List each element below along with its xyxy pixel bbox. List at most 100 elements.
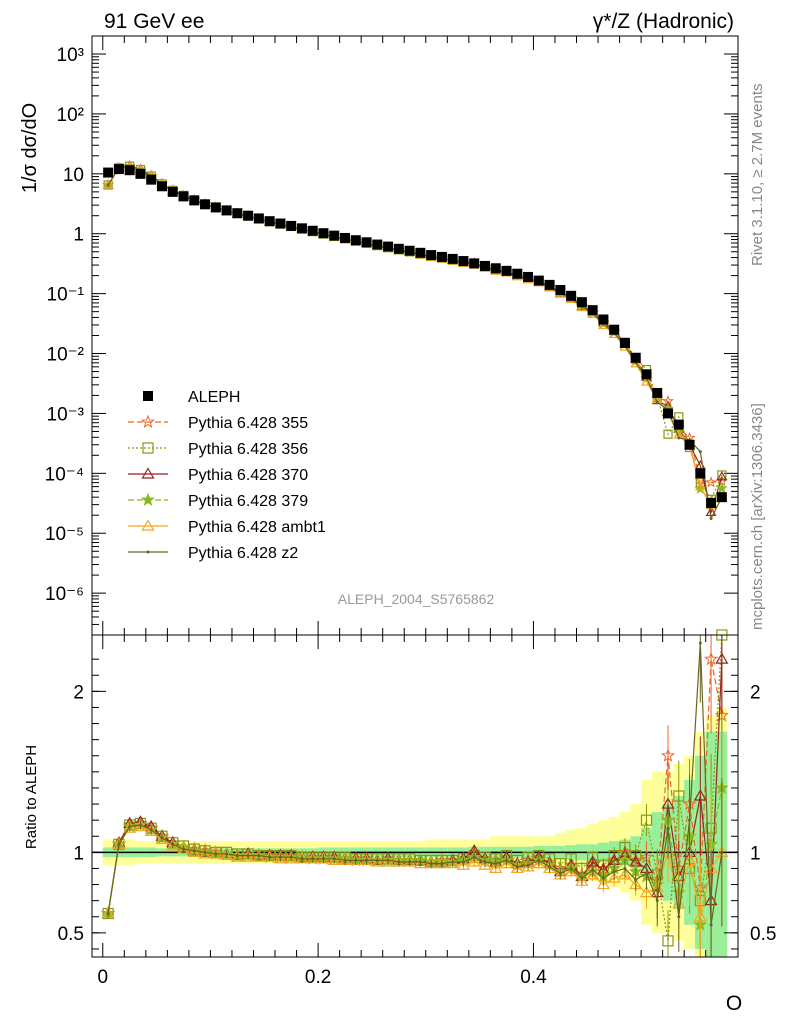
y-tick-label: 10 (63, 165, 84, 186)
data-point (641, 369, 652, 380)
data-point (533, 275, 544, 286)
mc-line (107, 165, 722, 484)
mc-marker (663, 429, 673, 439)
ratio-y-tick-label-right: 1 (750, 843, 761, 864)
y-tick-label: 1 (73, 225, 84, 246)
data-point (501, 265, 512, 276)
ratio-marker (720, 850, 724, 854)
ratio-marker (505, 858, 509, 862)
legend-marker-data (143, 391, 153, 401)
ratio-marker (343, 858, 347, 862)
data-point (329, 230, 340, 241)
data-point (296, 223, 307, 234)
ratio-marker (160, 836, 164, 840)
data-point (189, 195, 200, 206)
data-point (103, 167, 114, 178)
data-point (200, 199, 211, 210)
ratio-y-tick-label: 2 (73, 682, 84, 703)
data-point (673, 419, 684, 430)
data-point (210, 202, 221, 213)
data-point (716, 492, 727, 503)
ratio-marker (709, 923, 713, 927)
ratio-marker (688, 818, 692, 822)
y-tick-label: 10⁻⁴ (45, 464, 84, 485)
data-point (695, 468, 706, 479)
ratio-marker (456, 858, 470, 870)
mc-marker (705, 476, 717, 488)
data-point (404, 245, 415, 256)
ratio-marker (515, 865, 519, 869)
ratio-marker (693, 789, 707, 801)
ratio-marker (526, 863, 530, 867)
ratio-marker (591, 868, 595, 872)
x-tick-label: 0.4 (520, 967, 547, 988)
data-point (436, 251, 447, 262)
ratio-marker (278, 855, 282, 859)
main-ylabel: 1/σ dσ/dO (19, 103, 41, 193)
ratio-marker (386, 858, 390, 862)
legend-label: Pythia 6.428 379 (188, 493, 308, 510)
legend-marker (146, 550, 150, 554)
ratio-marker (673, 790, 685, 802)
y-tick-label: 10⁻² (47, 345, 85, 366)
data-point (663, 408, 674, 419)
ratio-marker (655, 899, 659, 903)
data-point (619, 337, 630, 348)
ratio-marker (144, 824, 158, 837)
ratio-marker (612, 870, 616, 874)
data-point (426, 250, 437, 261)
data-point (221, 205, 232, 216)
data-point (566, 290, 577, 301)
ratio-line (107, 634, 723, 941)
data-point (393, 243, 404, 254)
ratio-marker (246, 854, 250, 858)
header-left: 91 GeV ee (104, 10, 204, 33)
data-point (372, 239, 383, 250)
y-tick-label: 10⁻⁵ (45, 524, 84, 545)
legend-label: Pythia 6.428 355 (188, 415, 308, 432)
ratio-marker (548, 865, 552, 869)
ratio-marker (569, 866, 573, 870)
data-point (598, 314, 609, 325)
mc-marker (641, 376, 652, 386)
ratio-line (107, 825, 723, 917)
ratio-marker (472, 855, 476, 859)
ratio-y-tick-label: 0.5 (58, 924, 84, 945)
data-point (544, 279, 555, 290)
legend-label: Pythia 6.428 356 (188, 441, 308, 458)
ratio-marker (235, 854, 239, 858)
ratio-marker (499, 856, 514, 869)
header-right: γ*/Z (Hadronic) (593, 10, 734, 33)
ratio-marker (510, 861, 524, 874)
ratio-marker (117, 842, 121, 846)
legend-label: Pythia 6.428 370 (188, 467, 308, 484)
ratio-marker (483, 860, 487, 864)
y-tick-label: 10³ (57, 45, 84, 66)
mc-marker (597, 319, 609, 330)
ratio-marker (693, 910, 707, 922)
data-point (490, 263, 501, 274)
ratio-marker (715, 652, 729, 664)
mc-marker (717, 470, 727, 480)
ratio-marker (241, 850, 255, 862)
ratio-marker (451, 860, 455, 864)
ratio-marker (677, 915, 681, 919)
ratio-marker (268, 855, 272, 859)
ratio-marker (171, 842, 175, 846)
y-tick-label: 10⁻³ (47, 404, 85, 425)
ratio-marker (640, 814, 653, 826)
ratio-marker (214, 852, 218, 856)
ratio-marker (618, 868, 632, 880)
data-point (350, 235, 361, 246)
legend-marker (141, 467, 155, 479)
data-point (447, 253, 458, 264)
data-point (253, 213, 264, 224)
data-point (146, 174, 157, 185)
ratio-y-tick-label-right: 2 (750, 682, 761, 703)
data-point (652, 387, 663, 398)
mc-marker (106, 183, 110, 187)
ratio-marker (660, 748, 676, 762)
ratio-marker (601, 876, 605, 880)
ratio-marker (203, 850, 207, 854)
ratio-marker (289, 855, 293, 859)
